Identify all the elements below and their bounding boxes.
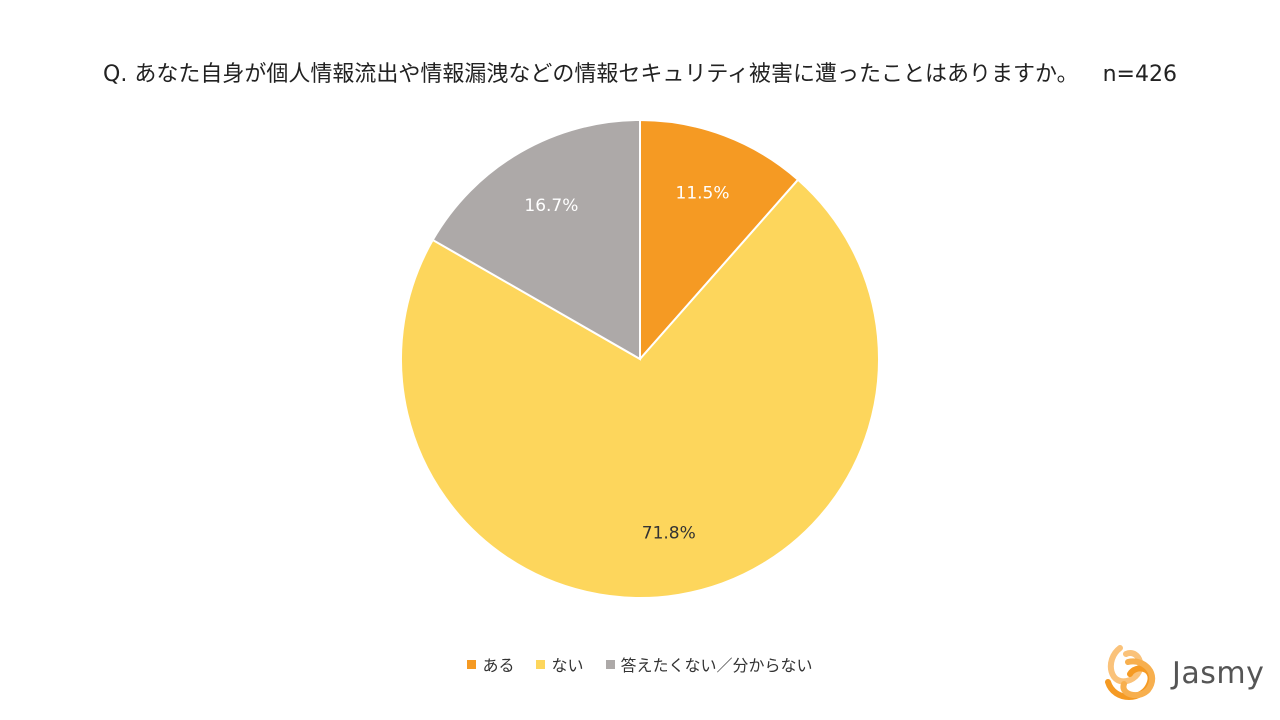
pie-data-labels: 11.5% 71.8% 16.7% — [524, 184, 729, 544]
jasmy-logo: Jasmy — [1100, 640, 1264, 706]
pie-slice-1 — [639, 118, 800, 362]
chart-question: Q. あなた自身が個人情報流出や情報漏洩などの情報セキュリティ被害に遭ったことは… — [103, 62, 1079, 87]
legend-label: 答えたくない／分からない — [620, 656, 813, 675]
legend-swatch — [536, 659, 546, 669]
chart-title: Q. あなた自身が個人情報流出や情報漏洩などの情報セキュリティ被害に遭ったことは… — [0, 56, 1280, 88]
chart-legend: ある ない 答えたくない／分からない — [0, 652, 1280, 676]
pie-slice-2 — [400, 178, 880, 599]
sample-size-label: n=426 — [1102, 62, 1177, 87]
legend-item-3: 答えたくない／分からない — [605, 652, 813, 676]
legend-label: ある — [482, 656, 515, 675]
slice-data-label-3: 16.7% — [524, 196, 578, 216]
legend-item-2: ない — [536, 652, 584, 676]
slice-data-label-1: 11.5% — [676, 184, 730, 204]
logo-text: Jasmy — [1172, 655, 1265, 691]
legend-item-1: ある — [467, 652, 514, 676]
jasmy-logo-icon — [1105, 645, 1156, 700]
legend-swatch — [605, 659, 615, 669]
slice-data-label-2: 71.8% — [642, 524, 696, 544]
legend-swatch — [467, 659, 477, 669]
pie-slices — [400, 118, 880, 599]
pie-slice-3 — [431, 118, 641, 361]
legend-label: ない — [551, 656, 584, 675]
